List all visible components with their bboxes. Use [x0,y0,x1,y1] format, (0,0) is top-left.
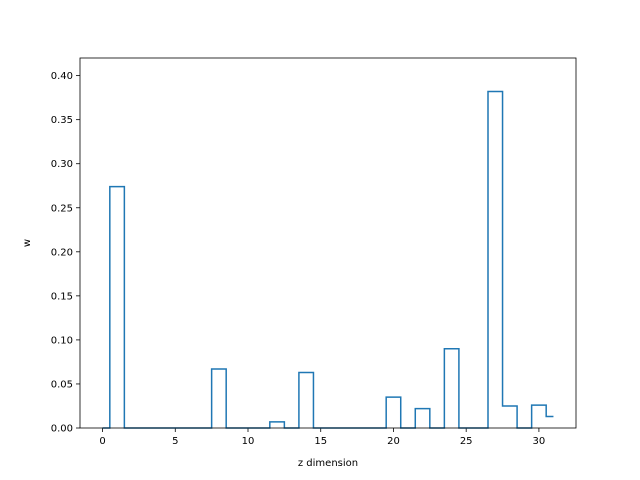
y-tick-label: 0.00 [51,424,73,435]
x-tick-label: 15 [314,436,327,447]
plot-frame [79,57,577,429]
x-tick-label: 20 [387,436,400,447]
x-tick-label: 10 [242,436,255,447]
y-axis-label: w [22,239,33,247]
x-tick-label: 0 [99,436,105,447]
x-tick-label: 25 [460,436,473,447]
y-tick-label: 0.30 [51,159,73,170]
y-tick-label: 0.15 [51,291,73,302]
y-tick-label: 0.35 [51,115,73,126]
plot-area [80,58,576,428]
x-axis-ticks: 0 5 10 15 20 25 30 [99,428,545,447]
y-tick-label: 0.10 [51,335,73,346]
y-tick-label: 0.40 [51,71,73,82]
x-tick-label: 30 [533,436,546,447]
y-tick-label: 0.20 [51,247,73,258]
y-axis-ticks: 0.00 0.05 0.10 0.15 0.20 0.25 0.30 0.35 0.40 [51,71,80,435]
x-tick-label: 5 [172,436,178,447]
x-axis-label: z dimension [298,458,358,469]
y-tick-label: 0.25 [51,203,73,214]
y-tick-label: 0.05 [51,379,73,390]
